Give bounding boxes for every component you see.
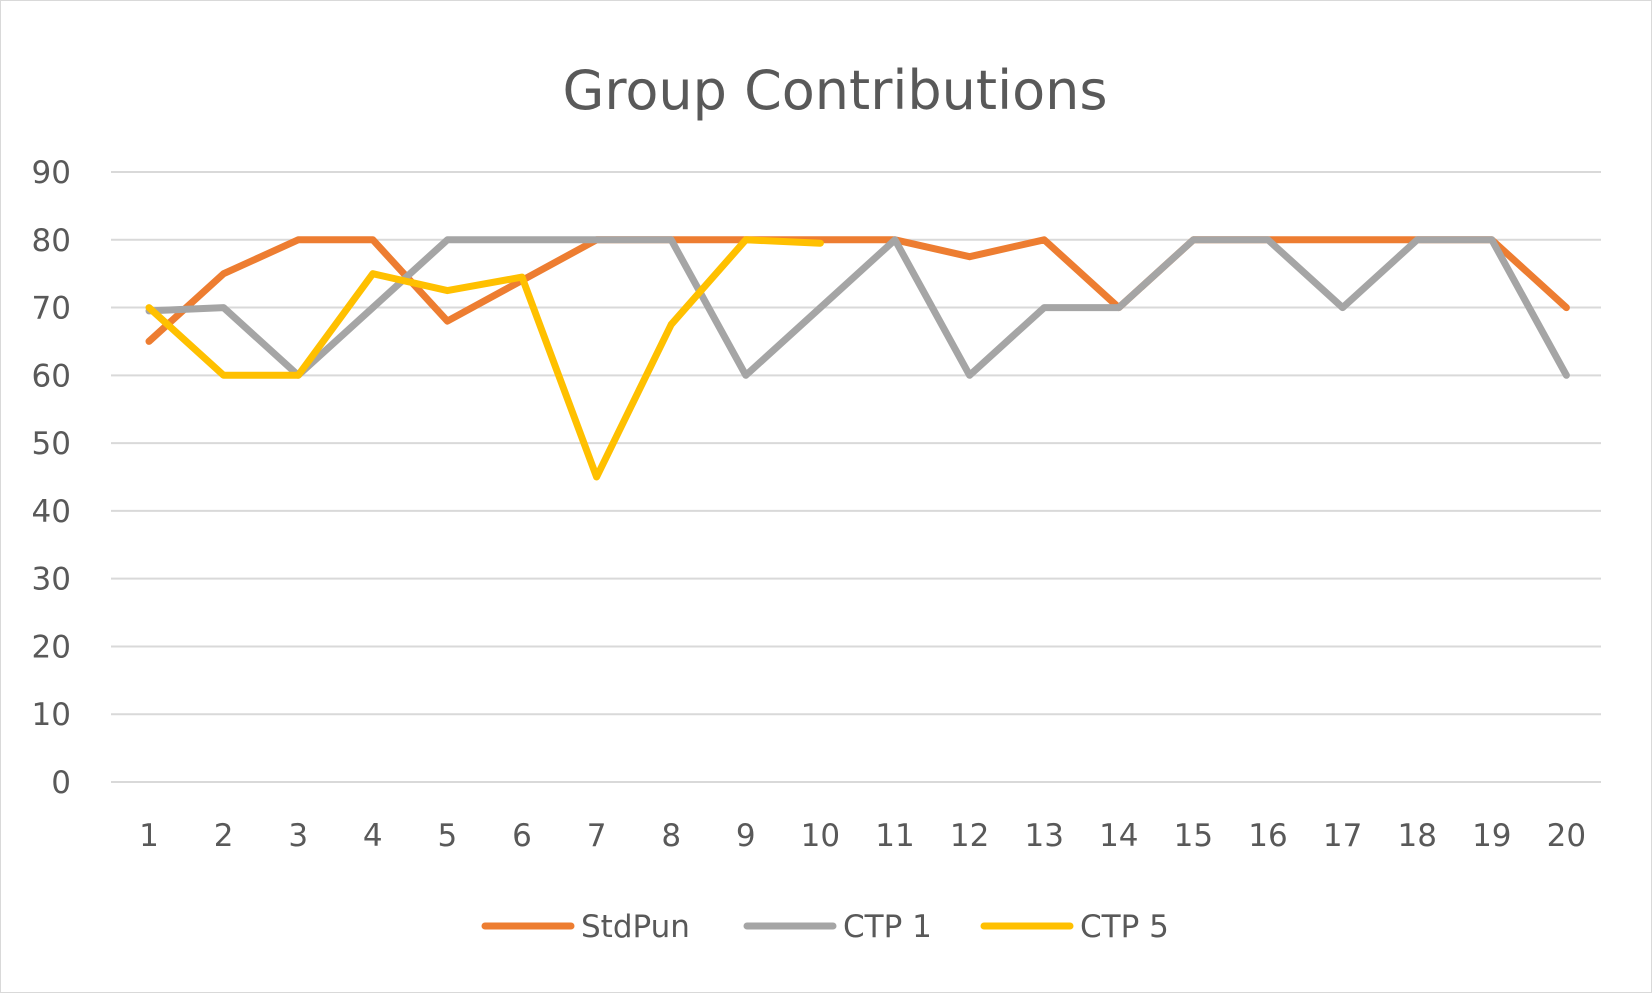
x-tick-label: 14 <box>1099 818 1138 854</box>
x-tick-label: 11 <box>875 818 914 854</box>
x-tick-label: 9 <box>736 818 756 854</box>
y-axis-ticks: 0 10 20 30 40 50 60 70 80 90 <box>32 155 71 801</box>
series-line-ctp-1 <box>145 236 1570 379</box>
x-tick-label: 15 <box>1174 818 1213 854</box>
y-tick-label: 60 <box>32 358 71 394</box>
y-tick-label: 80 <box>32 223 71 259</box>
x-tick-label: 16 <box>1248 818 1287 854</box>
x-tick-label: 6 <box>512 818 532 854</box>
legend-item: StdPun <box>481 909 690 945</box>
x-tick-label: 19 <box>1472 818 1511 854</box>
legend-item: CTP 5 <box>980 909 1169 945</box>
x-tick-label: 2 <box>214 818 234 854</box>
x-tick-label: 13 <box>1024 818 1063 854</box>
x-tick-label: 17 <box>1323 818 1362 854</box>
x-tick-label: 12 <box>950 818 989 854</box>
x-tick-label: 3 <box>288 818 308 854</box>
gridlines <box>111 171 1601 783</box>
series-line-ctp-5 <box>145 236 824 481</box>
x-tick-label: 5 <box>438 818 458 854</box>
chart-title: Group Contributions <box>563 59 1108 122</box>
legend: StdPun CTP 1 CTP 5 <box>481 909 1169 945</box>
x-tick-label: 7 <box>587 818 607 854</box>
x-tick-label: 8 <box>661 818 681 854</box>
x-tick-label: 20 <box>1547 818 1586 854</box>
x-tick-label: 4 <box>363 818 383 854</box>
y-tick-label: 0 <box>51 765 71 801</box>
x-axis-ticks: 1 2 3 4 5 6 7 8 9 10 11 12 13 14 15 16 17 18 19 20 <box>139 818 1586 854</box>
y-tick-label: 10 <box>32 697 71 733</box>
series-lines <box>145 236 1570 481</box>
y-tick-label: 50 <box>32 426 71 462</box>
legend-item: CTP 1 <box>743 909 932 945</box>
y-tick-label: 30 <box>32 562 71 598</box>
y-tick-label: 90 <box>32 155 71 191</box>
y-tick-label: 20 <box>32 629 71 665</box>
x-tick-label: 10 <box>801 818 840 854</box>
series-line-stdpun <box>145 236 1570 345</box>
y-tick-label: 40 <box>32 494 71 530</box>
legend-label: CTP 5 <box>1080 909 1169 945</box>
x-tick-label: 18 <box>1397 818 1436 854</box>
y-tick-label: 70 <box>32 291 71 327</box>
legend-label: CTP 1 <box>843 909 932 945</box>
x-tick-label: 1 <box>139 818 159 854</box>
legend-label: StdPun <box>581 909 690 945</box>
